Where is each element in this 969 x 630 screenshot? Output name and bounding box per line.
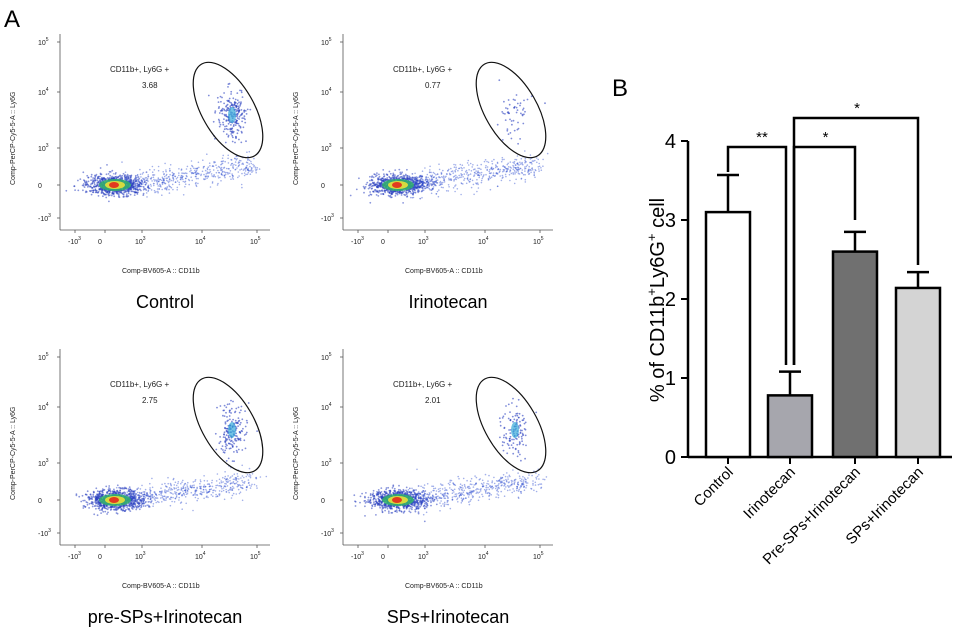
bar-3 [894,286,942,459]
flow-x-tick-label: 104 [195,551,206,561]
panel-a-label: A [4,6,20,33]
flow-y-tick-label: 104 [321,87,332,97]
flow-panel-3: 105 104 103 0 -103 -103 0 103 104 105 Comp-BV605-A… [293,349,553,627]
flow-y-tick-label: 105 [38,37,49,47]
flow-x-tick-label: 105 [250,551,261,561]
flow-panel-0: 105 104 103 0 -103 -103 0 103 104 105 Comp-BV605-A… [10,34,270,312]
y-tick-label: 3 [665,210,676,232]
flow-x-axis-label: Comp-BV605-A :: CD11b [405,583,483,590]
flow-x-tick-label: 105 [533,236,544,246]
flow-x-tick-label: 0 [381,239,385,246]
gate-value: 2.75 [142,396,158,405]
flow-panel-1: 105 104 103 0 -103 -103 0 103 104 105 Comp-BV605-A… [293,34,553,312]
significance-bracket: * [792,100,920,365]
flow-events [75,399,268,517]
flow-y-tick-label: -103 [38,528,51,538]
gate-value: 3.68 [142,81,158,90]
flow-y-axis-label: Comp-PerCP-Cy5-5-A :: Ly6G [293,92,300,186]
flow-y-tick-label: -103 [38,213,51,223]
flow-y-tick-label: 105 [38,352,49,362]
flow-events [349,79,549,204]
flow-y-tick-label: -103 [321,528,334,538]
flow-y-tick-label: 103 [38,143,49,153]
flow-x-tick-label: 103 [418,236,429,246]
flow-x-tick-label: -103 [351,236,364,246]
flow-y-tick-label: -103 [321,213,334,223]
flow-y-axis-label: Comp-PerCP-Cy5-5-A :: Ly6G [293,407,300,501]
flow-x-tick-label: 103 [135,236,146,246]
gate-value: 0.77 [425,81,441,90]
bar-chart: 0 1 2 3 4 % of CD11b+Ly6G+ cell Control Irinote… [644,100,952,568]
flow-y-tick-label: 103 [38,458,49,468]
flow-y-tick-label: 0 [321,498,325,505]
flow-cytometry-plots: 105 104 103 0 -103 -103 0 103 104 105 Comp-BV605-A… [10,34,553,627]
bar-1 [766,394,814,459]
flow-y-axis-label: Comp-PerCP-Cy5-5-A :: Ly6G [10,407,17,501]
flow-x-tick-label: 105 [250,236,261,246]
flow-y-tick-label: 104 [38,402,49,412]
gate-ellipse [475,61,547,159]
flow-panel-title: SPs+Irinotecan [387,607,510,627]
y-tick-label: 1 [665,368,676,390]
flow-x-tick-label: 0 [381,554,385,561]
flow-x-tick-label: 104 [478,236,489,246]
y-tick-label: 4 [665,131,676,153]
flow-panel-2: 105 104 103 0 -103 -103 0 103 104 105 Comp-BV605-A… [10,349,270,627]
flow-panel-title: pre-SPs+Irinotecan [88,607,243,627]
flow-y-tick-label: 104 [38,87,49,97]
gate-label: CD11b+, Ly6G + [110,380,169,389]
flow-x-tick-label: -103 [68,551,81,561]
significance-label: * [823,129,829,146]
gate-label: CD11b+, Ly6G + [110,65,169,74]
y-tick-label: 2 [665,289,676,311]
flow-y-tick-label: 103 [321,143,332,153]
category-label: Control [691,464,737,510]
significance-label: * [854,100,860,117]
flow-x-tick-label: 104 [478,551,489,561]
flow-y-tick-label: 0 [38,183,42,190]
flow-panel-title: Irinotecan [408,292,487,312]
significance-bracket: ** [726,129,788,365]
flow-x-tick-label: 103 [135,551,146,561]
flow-x-axis-label: Comp-BV605-A :: CD11b [405,268,483,275]
flow-x-tick-label: -103 [351,551,364,561]
panel-b-label: B [612,75,628,102]
flow-events [353,397,548,523]
flow-y-tick-label: 104 [321,402,332,412]
gate-value: 2.01 [425,396,441,405]
flow-y-tick-label: 0 [321,183,325,190]
y-tick-label: 0 [665,447,676,469]
flow-y-tick-label: 105 [321,37,332,47]
y-axis-label: % of CD11b+Ly6G+ cell [644,198,669,402]
flow-y-axis-label: Comp-PerCP-Cy5-5-A :: Ly6G [10,92,17,186]
bar-2 [831,250,879,459]
flow-x-axis-label: Comp-BV605-A :: CD11b [122,268,200,275]
significance-label: ** [756,129,768,146]
flow-y-tick-label: 105 [321,352,332,362]
flow-panel-title: Control [136,292,194,312]
gate-label: CD11b+, Ly6G + [393,380,452,389]
flow-x-tick-label: -103 [68,236,81,246]
category-label: Irinotecan [740,464,799,523]
flow-x-tick-label: 0 [98,554,102,561]
flow-x-tick-label: 103 [418,551,429,561]
flow-y-tick-label: 0 [38,498,42,505]
flow-x-tick-label: 105 [533,551,544,561]
gate-ellipse [475,376,547,474]
flow-x-tick-label: 0 [98,239,102,246]
gate-label: CD11b+, Ly6G + [393,65,452,74]
flow-x-axis-label: Comp-BV605-A :: CD11b [122,583,200,590]
flow-y-tick-label: 103 [321,458,332,468]
bar-0 [704,210,752,459]
flow-events [65,82,261,203]
gate-ellipse [192,376,264,474]
gate-ellipse [192,61,264,159]
flow-x-tick-label: 104 [195,236,206,246]
